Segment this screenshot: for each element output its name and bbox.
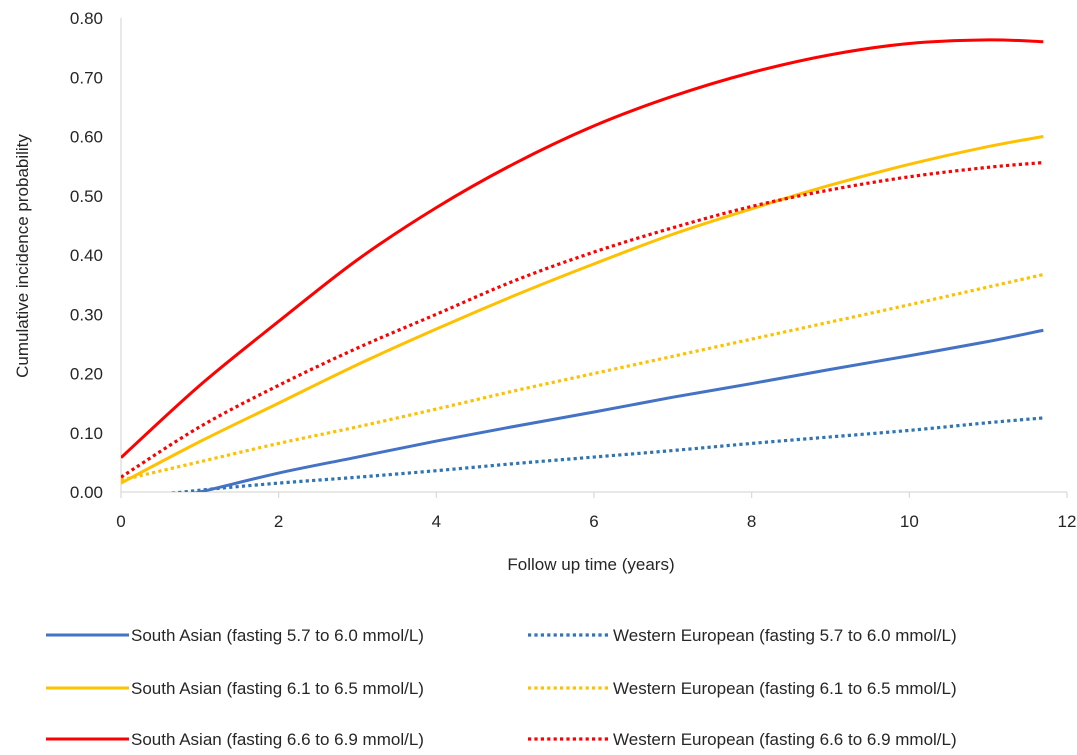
series-lines [121,38,1044,492]
y-tick-label: 0.20 [70,365,103,384]
legend-label: Western European (fasting 6.6 to 6.9 mmo… [613,730,957,749]
y-tick-label: 0.30 [70,305,103,324]
y-tick-label: 0.40 [70,246,103,265]
legend-label: Western European (fasting 5.7 to 6.0 mmo… [613,626,957,645]
y-tick-label: 0.60 [70,128,103,147]
x-tick-label: 4 [432,512,441,531]
legend-label: South Asian (fasting 6.1 to 6.5 mmol/L) [131,679,424,698]
legend-label: South Asian (fasting 6.6 to 6.9 mmol/L) [131,730,424,749]
x-tick-label: 6 [589,512,598,531]
y-tick-label: 0.70 [70,68,103,87]
x-tick-label: 0 [116,512,125,531]
y-tick-label: 0.50 [70,187,103,206]
series-line [193,328,1044,492]
x-tick-label: 8 [747,512,756,531]
series-line [121,135,1044,485]
x-tick-label: 10 [900,512,919,531]
series-line [121,160,1044,479]
y-tick-label: 0.00 [70,483,103,502]
x-tick-label: 12 [1058,512,1077,531]
legend-label: South Asian (fasting 5.7 to 6.0 mmol/L) [131,626,424,645]
x-tick-label: 2 [274,512,283,531]
legend: South Asian (fasting 5.7 to 6.0 mmol/L) W… [46,626,957,749]
legend-label: Western European (fasting 6.1 to 6.5 mmo… [613,679,957,698]
series-line [121,38,1044,459]
axes: 0.00 0.10 0.20 0.30 0.40 0.50 0.60 0.70 0.80 0 2 4 6… [70,9,1077,531]
y-axis-title: Cumulative incidence probability [13,134,32,378]
x-axis-title: Follow up time (years) [507,555,674,574]
series-line [121,272,1044,482]
series-line [168,416,1044,492]
y-tick-label: 0.10 [70,424,103,443]
y-tick-label: 0.80 [70,9,103,28]
